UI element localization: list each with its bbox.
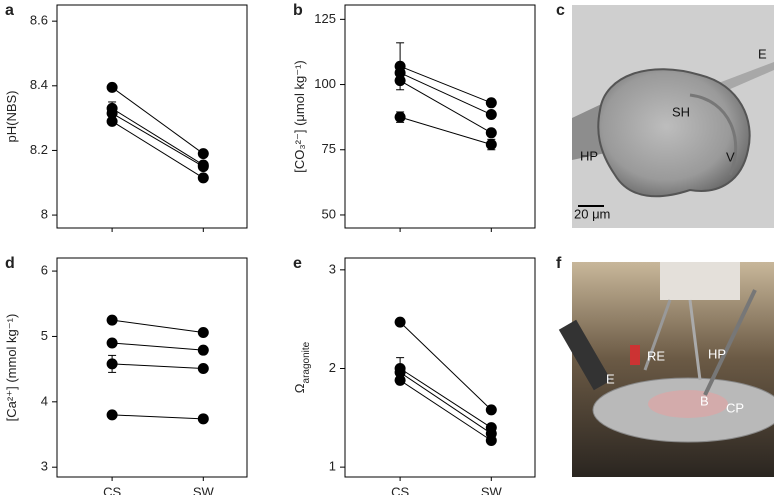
y-axis-label-main: pH(NBS) (4, 90, 19, 142)
y-tick-label: 8.2 (30, 142, 48, 157)
y-tick-label: 3 (41, 459, 48, 474)
data-point (394, 366, 406, 378)
data-point (394, 67, 406, 79)
y-tick-label: 50 (322, 206, 336, 221)
series-line (399, 368, 492, 429)
data-point (106, 409, 118, 421)
data-point (106, 81, 118, 93)
photo-label: SH (672, 104, 690, 119)
plot-frame (344, 4, 536, 229)
series-line (399, 321, 492, 411)
y-tick-label: 1 (329, 459, 336, 474)
data-point (394, 316, 406, 328)
panel-letter: b (293, 2, 303, 19)
y-tick-label: 4 (41, 393, 48, 408)
panel-letter: f (556, 255, 562, 272)
y-axis-label: Ωaragonite (292, 341, 311, 393)
x-tick-label: CS (391, 484, 409, 495)
photo-label: E (606, 371, 615, 386)
data-point (197, 362, 209, 374)
x-tick-label: SW (193, 484, 215, 495)
panel-letter: d (5, 255, 15, 272)
y-tick-label: 5 (41, 328, 48, 343)
y-axis-label-main: [CO₃²⁻] (μmol kg⁻¹) (292, 60, 307, 172)
y-axis-label: [Ca²⁺] (mmol kg⁻¹) (4, 314, 19, 422)
data-point (394, 374, 406, 386)
series-line (399, 379, 492, 441)
series-line (399, 372, 492, 435)
data-point (485, 404, 497, 416)
photo-f (558, 262, 774, 477)
y-tick-label: 8 (41, 207, 48, 222)
data-point (485, 139, 497, 151)
photo-label: HP (580, 148, 598, 163)
y-tick-label: 125 (314, 11, 336, 26)
data-point (485, 109, 497, 121)
data-point (197, 344, 209, 356)
plot-frame (344, 257, 536, 478)
series-line (399, 116, 492, 146)
y-tick-label: 75 (322, 141, 336, 156)
x-tick-label: CS (103, 484, 121, 495)
series-line (112, 414, 204, 420)
y-tick-label: 2 (329, 360, 336, 375)
data-point (485, 127, 497, 139)
x-tick-label: SW (481, 484, 503, 495)
y-tick-label: 8.6 (30, 13, 48, 28)
plot-frame (56, 257, 248, 478)
y-axis-label-main: Ω (292, 383, 307, 393)
y-axis-label: [CO₃²⁻] (μmol kg⁻¹) (292, 60, 307, 172)
data-point (197, 327, 209, 339)
data-point (106, 337, 118, 349)
panel-letter: a (5, 2, 14, 19)
y-axis-label: pH(NBS) (4, 90, 19, 142)
series-line (111, 112, 204, 168)
data-point (197, 413, 209, 425)
data-point (197, 148, 209, 160)
photo-label: RE (647, 348, 665, 363)
panel-letter: c (556, 2, 565, 19)
data-point (485, 97, 497, 109)
series-line (111, 120, 204, 179)
data-point (485, 435, 497, 446)
photo-label: E (758, 46, 767, 61)
photo-label: CP (726, 400, 744, 415)
series-line (112, 319, 204, 334)
y-tick-label: 100 (314, 76, 336, 91)
photo-c (572, 5, 774, 228)
plot-frame (56, 4, 248, 229)
data-point (394, 111, 406, 123)
series-line (399, 65, 492, 104)
y-tick-label: 8.4 (30, 77, 48, 92)
data-point (106, 115, 118, 127)
series-line (399, 80, 492, 134)
y-axis-label-sub: aragonite (301, 341, 312, 383)
photo-label: V (726, 149, 735, 164)
series-line (112, 363, 204, 369)
y-axis-label-main: [Ca²⁺] (mmol kg⁻¹) (4, 314, 19, 422)
data-point (197, 172, 209, 184)
y-tick-label: 6 (41, 263, 48, 278)
photo-label: 20 μm (574, 206, 610, 221)
series-line (399, 72, 492, 115)
photo-label: B (700, 393, 709, 408)
data-point (106, 107, 118, 119)
photo-label: HP (708, 346, 726, 361)
panel-letter: e (293, 255, 302, 272)
series-line (111, 107, 204, 166)
data-point (394, 75, 406, 87)
series-line (112, 342, 204, 351)
data-point (197, 161, 209, 173)
data-point (106, 358, 118, 370)
y-tick-label: 3 (329, 261, 336, 276)
series-line (111, 87, 204, 155)
data-point (106, 314, 118, 326)
